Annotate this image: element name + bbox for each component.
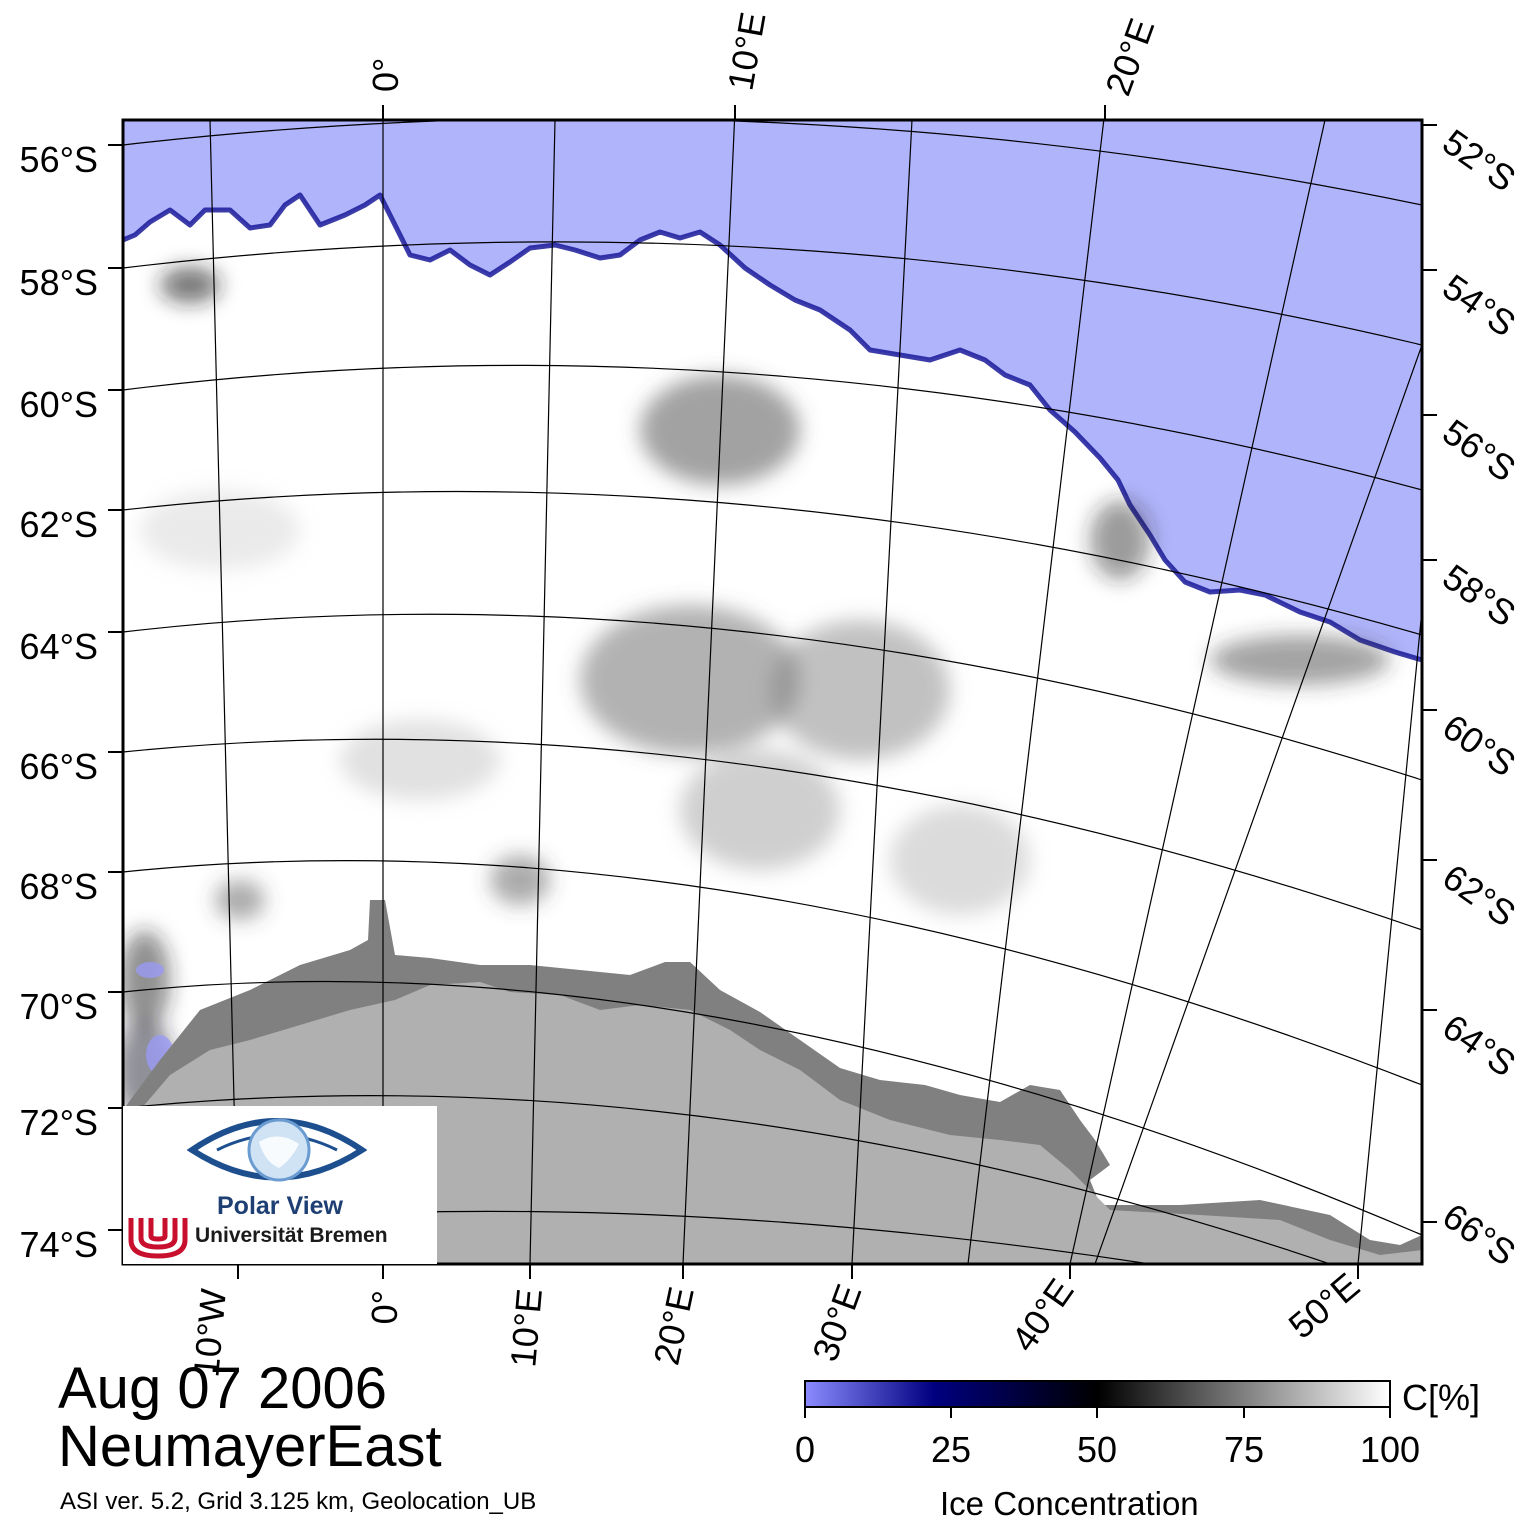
lat-label-right: 52°S xyxy=(1435,121,1523,200)
lat-label-left: 70°S xyxy=(20,986,98,1027)
colorbar-unit: C[%] xyxy=(1402,1377,1481,1418)
polar-view-logo: Polar View Universität Bremen xyxy=(123,1106,437,1264)
lat-label-left: 56°S xyxy=(20,139,98,180)
eye-globe-icon xyxy=(187,1118,367,1182)
top-lon-labels: 0° 10°E 20°E xyxy=(365,9,1162,101)
colorbar-tick-label: 0 xyxy=(794,1429,816,1470)
map-panel xyxy=(123,120,1422,1264)
lat-label-left: 60°S xyxy=(20,384,98,425)
lon-label-bottom: 0° xyxy=(364,1290,405,1324)
map-date-title: Aug 07 2006 xyxy=(58,1356,387,1421)
lat-label-right: 56°S xyxy=(1435,411,1523,490)
lat-label-right: 58°S xyxy=(1435,556,1523,635)
lon-label-bottom: 30°E xyxy=(804,1279,869,1367)
open-water xyxy=(123,120,1422,660)
lat-label-left: 68°S xyxy=(20,866,98,907)
low-concentration-patches xyxy=(123,267,1390,1120)
lon-label-bottom: 10°E xyxy=(502,1287,550,1369)
ice-edge xyxy=(123,192,1422,663)
lon-label-bottom: 40°E xyxy=(1003,1271,1082,1359)
colorbar-tick-label: 75 xyxy=(1223,1429,1265,1470)
lat-label-right: 54°S xyxy=(1435,266,1523,345)
lat-label-right: 60°S xyxy=(1435,706,1523,785)
lat-label-left: 62°S xyxy=(20,504,98,545)
lon-label-top: 20°E xyxy=(1097,13,1162,101)
colorbar xyxy=(804,1380,1391,1408)
lon-label-bottom: 50°E xyxy=(1281,1265,1367,1347)
lon-label-top: 10°E xyxy=(720,9,774,93)
colorbar-ticks xyxy=(804,1407,1391,1418)
university-bremen-u-icon xyxy=(128,1218,188,1259)
right-lat-labels: 52°S 54°S 56°S 58°S 60°S 62°S 64°S 66°S xyxy=(1435,121,1523,1274)
lon-label-top: 0° xyxy=(365,58,406,92)
map-border xyxy=(121,118,1424,1266)
colorbar-tick-label: 100 xyxy=(1359,1429,1421,1470)
map-region-title: NeumayerEast xyxy=(58,1414,442,1479)
lat-label-left: 72°S xyxy=(20,1102,98,1143)
colorbar-tick-label: 25 xyxy=(930,1429,972,1470)
antarctic-continent xyxy=(123,982,1422,1264)
colorbar-tick-label: 50 xyxy=(1076,1429,1118,1470)
logo-institution: Universität Bremen xyxy=(195,1224,388,1247)
lat-label-right: 64°S xyxy=(1435,1006,1523,1085)
colorbar-title: Ice Concentration xyxy=(940,1485,1199,1522)
map-metadata: ASI ver. 5.2, Grid 3.125 km, Geolocation… xyxy=(60,1488,537,1515)
lon-label-bottom: 10°W xyxy=(185,1287,234,1379)
left-lat-labels: 56°S 58°S 60°S 62°S 64°S 66°S 68°S 70°S … xyxy=(20,139,98,1265)
logo-title: Polar View xyxy=(217,1192,343,1220)
lat-label-left: 58°S xyxy=(20,262,98,303)
lon-label-bottom: 20°E xyxy=(645,1283,701,1368)
lat-label-left: 66°S xyxy=(20,746,98,787)
lat-label-right: 62°S xyxy=(1435,856,1523,935)
longitude-graticule xyxy=(209,120,1422,1264)
lat-label-right: 66°S xyxy=(1435,1195,1523,1274)
lat-label-left: 74°S xyxy=(20,1224,98,1265)
lat-label-left: 64°S xyxy=(20,626,98,667)
frame-ticks xyxy=(108,105,1437,1279)
